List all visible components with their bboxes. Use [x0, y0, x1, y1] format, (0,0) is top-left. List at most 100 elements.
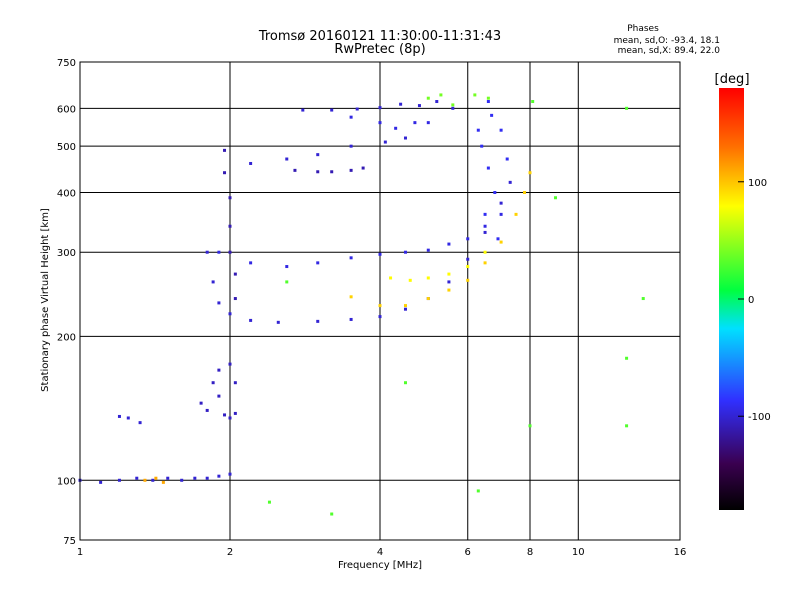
data-point — [403, 250, 407, 254]
data-point — [143, 478, 147, 482]
x-tick-label: 1 — [77, 547, 83, 558]
data-point — [228, 196, 232, 200]
data-point — [349, 168, 353, 172]
data-point — [483, 212, 487, 216]
trace — [143, 476, 165, 484]
data-point — [301, 108, 305, 112]
data-point — [378, 106, 382, 110]
chart-title: Tromsø 20160121 11:30:00-11:31:43 — [258, 29, 501, 44]
data-point — [625, 106, 629, 110]
data-point — [223, 413, 227, 417]
data-point — [383, 140, 387, 144]
data-point — [205, 476, 209, 480]
trace — [199, 362, 237, 420]
data-point — [553, 196, 557, 200]
y-tick-label: 600 — [57, 104, 76, 115]
colorbar-label: deg — [720, 72, 745, 87]
data-point — [330, 170, 334, 174]
trace — [301, 100, 455, 112]
trace — [223, 148, 237, 301]
data-point — [293, 168, 297, 172]
data-point — [205, 250, 209, 254]
trace — [117, 414, 142, 425]
data-point — [490, 113, 494, 117]
data-point — [426, 96, 430, 100]
data-point — [528, 171, 532, 175]
data-point — [330, 108, 334, 112]
data-point — [426, 121, 430, 125]
data-point — [508, 180, 512, 184]
data-point — [316, 261, 320, 265]
grid-lines — [80, 62, 680, 540]
data-point — [499, 240, 503, 244]
data-point — [466, 265, 470, 269]
data-point — [267, 500, 271, 504]
chart-subtitle: RwPretec (8p) — [334, 42, 425, 57]
data-point — [316, 319, 320, 323]
data-point — [228, 362, 232, 366]
y-tick-label: 300 — [57, 248, 76, 259]
data-point — [447, 272, 451, 276]
data-point — [505, 157, 509, 161]
trace — [249, 136, 407, 165]
data-point — [641, 297, 645, 301]
data-point — [528, 424, 532, 428]
colorbar-tick-label: 100 — [748, 178, 767, 189]
data-point — [499, 128, 503, 132]
data-point — [233, 297, 237, 301]
data-point — [486, 96, 490, 100]
data-point — [217, 394, 221, 398]
data-point — [316, 170, 320, 174]
data-point — [154, 476, 158, 480]
data-point — [355, 107, 359, 111]
data-point — [217, 301, 221, 305]
data-point — [439, 93, 443, 97]
data-point — [349, 115, 353, 119]
data-point — [217, 474, 221, 478]
x-tick-label: 2 — [227, 547, 233, 558]
data-point — [228, 224, 232, 228]
data-point — [493, 190, 497, 194]
data-point — [417, 104, 421, 108]
data-point — [483, 224, 487, 228]
data-point — [211, 381, 215, 385]
data-point — [399, 102, 403, 106]
data-point — [476, 489, 480, 493]
data-point — [361, 166, 365, 170]
data-point — [394, 126, 398, 130]
data-point — [403, 304, 407, 308]
data-point — [117, 478, 121, 482]
data-point — [228, 416, 232, 420]
data-point — [403, 381, 407, 385]
y-tick-label: 500 — [57, 142, 76, 153]
data-point — [249, 161, 253, 165]
data-point — [435, 100, 439, 104]
data-point — [211, 280, 215, 284]
data-point — [408, 278, 412, 282]
data-point — [349, 317, 353, 321]
x-tick-label: 8 — [527, 547, 533, 558]
data-point — [228, 472, 232, 476]
tick-labels: 1 2 4 6 8 10 16 75 100 200 300 400 500 600 750 — [57, 58, 686, 558]
x-tick-label: 4 — [377, 547, 383, 558]
colorbar-bracket-left: [ — [714, 72, 719, 87]
data-point — [349, 295, 353, 299]
trace — [426, 93, 490, 107]
y-tick-label: 200 — [57, 332, 76, 343]
data-point — [161, 480, 165, 484]
x-tick-label: 6 — [465, 547, 471, 558]
data-point — [233, 381, 237, 385]
data-point — [117, 414, 121, 418]
data-point — [531, 100, 535, 104]
data-point — [233, 411, 237, 415]
stats-heading: Phases — [627, 24, 659, 34]
data-point — [451, 103, 455, 107]
data-point — [330, 512, 334, 516]
data-point — [486, 100, 490, 104]
data-point — [223, 148, 227, 152]
data-point — [466, 237, 470, 241]
data-point — [166, 476, 170, 480]
data-point — [451, 106, 455, 110]
data-point — [276, 320, 280, 324]
data-point — [349, 256, 353, 260]
